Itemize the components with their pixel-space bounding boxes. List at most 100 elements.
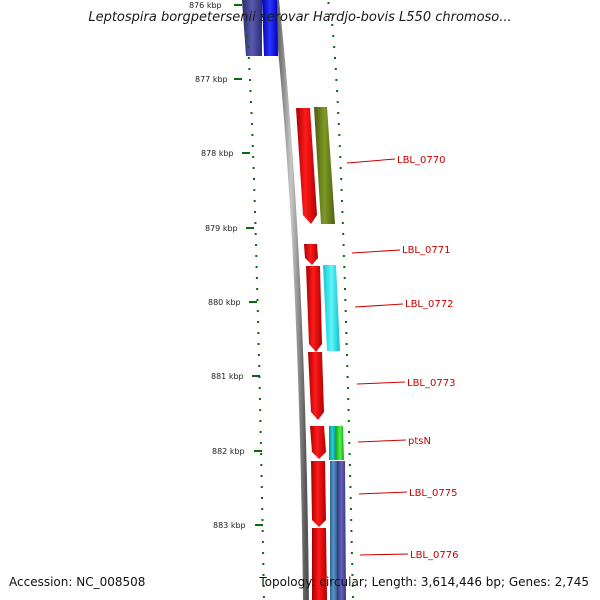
scale-dot [342,255,345,257]
scale-dot [259,431,262,433]
scale-dot [247,57,250,59]
cds-feature [308,352,324,420]
scale-dot [262,596,265,598]
scale-dot [257,343,260,345]
scale-dot [345,343,348,345]
scale-dot [254,211,256,213]
scale-dot [331,24,334,26]
scale-dot [344,288,346,290]
scale-dot [255,244,257,246]
gene-label: LBL_0775 [409,488,457,499]
scale-dot [346,376,349,378]
scale-dot [255,277,258,279]
scale-dot [248,68,251,70]
axis-tick-label: 877 kbp [195,75,228,84]
scale-dot [251,145,254,147]
scale-dot [261,508,264,510]
scale-dot [346,387,349,389]
scale-dot [337,112,340,114]
gene-labels: LBL_0770 LBL_0771 LBL_0772 LBL_0773 ptsN… [346,155,458,561]
scale-dot [259,442,262,444]
gene-purple [337,461,346,600]
scale-dot [327,2,330,4]
scale-dot [340,178,343,180]
scale-dot [258,365,261,367]
scale-dot [335,79,338,81]
cds-feature [312,528,327,600]
scale-dot [341,222,344,224]
right-scale [327,2,354,598]
axis-tick-label: 882 kbp [212,447,245,456]
scale-dot [345,332,348,334]
scale-dot [259,420,262,422]
gene-label: LBL_0771 [402,245,450,256]
scale-dot [342,233,345,235]
axis-tick-label: 876 kbp [189,1,222,10]
scale-dot [341,211,344,213]
scale-dot [261,519,264,521]
label-leader-line [346,158,396,164]
gene-label: LBL_0773 [407,378,455,389]
scale-dot [258,398,261,400]
scale-dot [257,354,260,356]
label-leader-line [351,249,401,254]
scale-dot [250,112,253,114]
scale-dot [251,134,254,136]
scale-dot [258,387,261,389]
scale-dot [329,13,332,15]
scale-dot [262,574,265,576]
scale-dot [334,57,336,59]
scale-dot [341,200,343,202]
scale-dot [350,552,353,554]
label-leader-line [358,491,408,495]
scale-dot [259,409,262,411]
scale-dot [345,321,347,323]
gene-teal [329,426,336,460]
scale-dot [246,35,249,37]
scale-dot [256,310,259,312]
label-leader-line [359,553,409,556]
scale-dot [260,486,263,488]
scale-dot [251,123,253,125]
gene-green [336,426,344,460]
scale-dot [348,442,351,444]
gene-cyan [323,265,340,351]
scale-dot [348,453,351,455]
scale-dot [336,90,339,92]
label-leader-line [356,381,406,385]
gene-label: LBL_0770 [397,155,445,166]
scale-dot [348,431,350,433]
scale-dot [339,156,342,158]
scale-dot [349,508,352,510]
scale-dot [249,79,251,81]
scale-dot [347,398,350,400]
scale-dot [253,178,255,180]
gene-label: LBL_0776 [410,550,458,561]
axis-tick-label: 878 kbp [201,149,234,158]
scale-dot [351,574,354,576]
axis-tick-label: 879 kbp [205,224,238,233]
scale-dot [252,167,255,169]
gene-label: ptsN [408,436,431,447]
scale-dot [342,244,345,246]
left-scale [242,2,265,598]
scale-dot [255,255,258,257]
scale-dot [257,321,260,323]
axis-tick-label: 883 kbp [213,521,246,530]
scale-dot [256,299,259,301]
scale-dot [261,541,264,543]
scale-dot [350,541,353,543]
gene-steel [330,461,337,600]
scale-dot [242,2,245,4]
page-title: Leptospira borgpetersenii serovar Hardjo… [88,10,512,25]
scale-dot [344,310,347,312]
scale-dot [250,101,252,103]
scale-dot [257,332,260,334]
scale-dot [261,497,263,499]
scale-dot [351,585,354,587]
scale-dot [347,409,350,411]
scale-dot [339,167,342,169]
label-leader-line [357,439,407,443]
scale-dot [350,519,353,521]
axis-ticks: 876 kbp 877 kbp 878 kbp 879 kbp 880 kbp … [189,1,263,530]
